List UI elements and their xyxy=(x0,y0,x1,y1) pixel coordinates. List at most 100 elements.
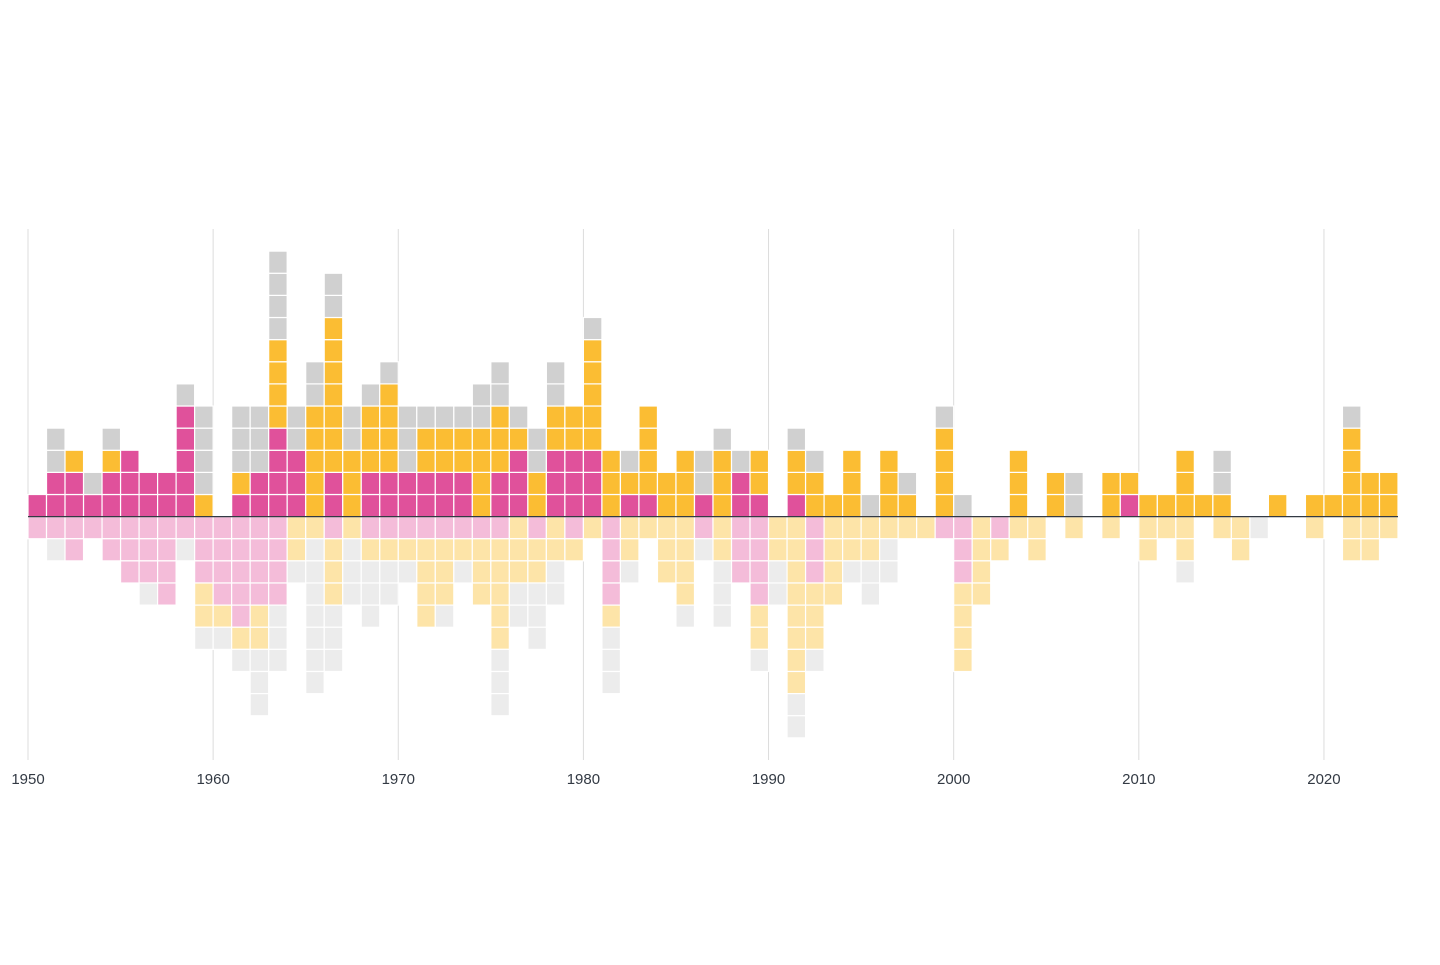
segment xyxy=(1138,516,1158,562)
cell xyxy=(619,471,640,496)
segment xyxy=(342,405,362,451)
cell xyxy=(305,516,325,540)
segment xyxy=(379,516,399,540)
cell xyxy=(841,449,862,473)
segment xyxy=(545,405,566,451)
cell xyxy=(268,339,288,363)
cell xyxy=(582,339,603,363)
segment xyxy=(804,471,825,518)
cell xyxy=(749,626,770,650)
cell xyxy=(601,493,622,518)
cell xyxy=(564,427,585,451)
cell xyxy=(249,427,270,451)
segment xyxy=(453,471,473,518)
segment xyxy=(231,648,251,673)
cell xyxy=(971,560,992,584)
segment xyxy=(471,427,492,518)
segment xyxy=(175,516,196,540)
cell xyxy=(119,493,140,518)
cell xyxy=(379,538,399,562)
segment xyxy=(934,516,955,540)
segment xyxy=(194,582,214,628)
segment xyxy=(249,648,270,717)
cell xyxy=(323,516,344,540)
segment xyxy=(749,648,770,673)
segment xyxy=(268,250,288,341)
segment xyxy=(638,493,659,518)
segment xyxy=(582,449,603,518)
segment xyxy=(1323,493,1344,518)
cell xyxy=(804,493,825,518)
cell xyxy=(638,471,659,496)
cell xyxy=(286,493,307,518)
cell xyxy=(582,405,603,429)
cell xyxy=(471,405,492,429)
segment xyxy=(212,604,233,628)
segment xyxy=(508,449,529,518)
cell xyxy=(675,471,696,496)
segment xyxy=(305,361,325,407)
segment xyxy=(453,427,473,473)
segment xyxy=(490,471,510,518)
segment xyxy=(45,538,66,562)
cell xyxy=(897,471,918,496)
cell xyxy=(194,516,214,540)
segment xyxy=(268,604,288,673)
cell xyxy=(471,427,492,451)
cell xyxy=(545,582,566,606)
x-tick-label: 1950 xyxy=(11,771,44,788)
cell xyxy=(342,427,362,451)
segment xyxy=(693,538,714,562)
cell xyxy=(249,538,270,562)
cell xyxy=(45,427,66,451)
segment xyxy=(601,516,622,606)
cell xyxy=(212,516,233,540)
cell xyxy=(342,582,362,606)
segment xyxy=(434,471,455,518)
cell xyxy=(212,582,233,606)
cell xyxy=(693,471,714,496)
segment xyxy=(841,560,862,584)
cell xyxy=(101,471,122,496)
segment xyxy=(471,383,492,429)
cell xyxy=(767,560,788,584)
segment xyxy=(249,604,270,650)
cell xyxy=(249,405,270,429)
cell xyxy=(527,560,547,584)
cell xyxy=(342,560,362,584)
cell xyxy=(175,538,196,562)
segment xyxy=(841,449,862,518)
segment xyxy=(675,516,696,606)
segment xyxy=(397,538,418,562)
cell xyxy=(453,449,473,473)
cell xyxy=(1119,493,1140,518)
segment xyxy=(286,516,307,562)
cell xyxy=(860,582,881,606)
segment xyxy=(194,405,214,496)
segment xyxy=(342,449,362,518)
cell xyxy=(527,471,547,496)
cell xyxy=(268,427,288,451)
cell xyxy=(1008,471,1029,496)
x-tick-label: 2020 xyxy=(1307,771,1340,788)
cell xyxy=(194,493,214,518)
cell xyxy=(619,516,640,540)
segment xyxy=(897,516,918,540)
cell xyxy=(471,582,492,606)
cell xyxy=(879,560,899,584)
cell xyxy=(730,560,751,584)
cell xyxy=(490,626,510,650)
cell xyxy=(45,449,66,473)
cell xyxy=(823,560,844,584)
cell xyxy=(656,516,677,540)
cell xyxy=(119,449,140,473)
segment xyxy=(323,604,344,673)
segment xyxy=(1045,471,1066,518)
cell xyxy=(342,449,362,473)
cell xyxy=(249,471,270,496)
cell xyxy=(175,471,196,496)
segment xyxy=(1101,471,1121,518)
cell xyxy=(490,427,510,451)
cell xyxy=(268,316,288,341)
cell xyxy=(527,449,547,473)
